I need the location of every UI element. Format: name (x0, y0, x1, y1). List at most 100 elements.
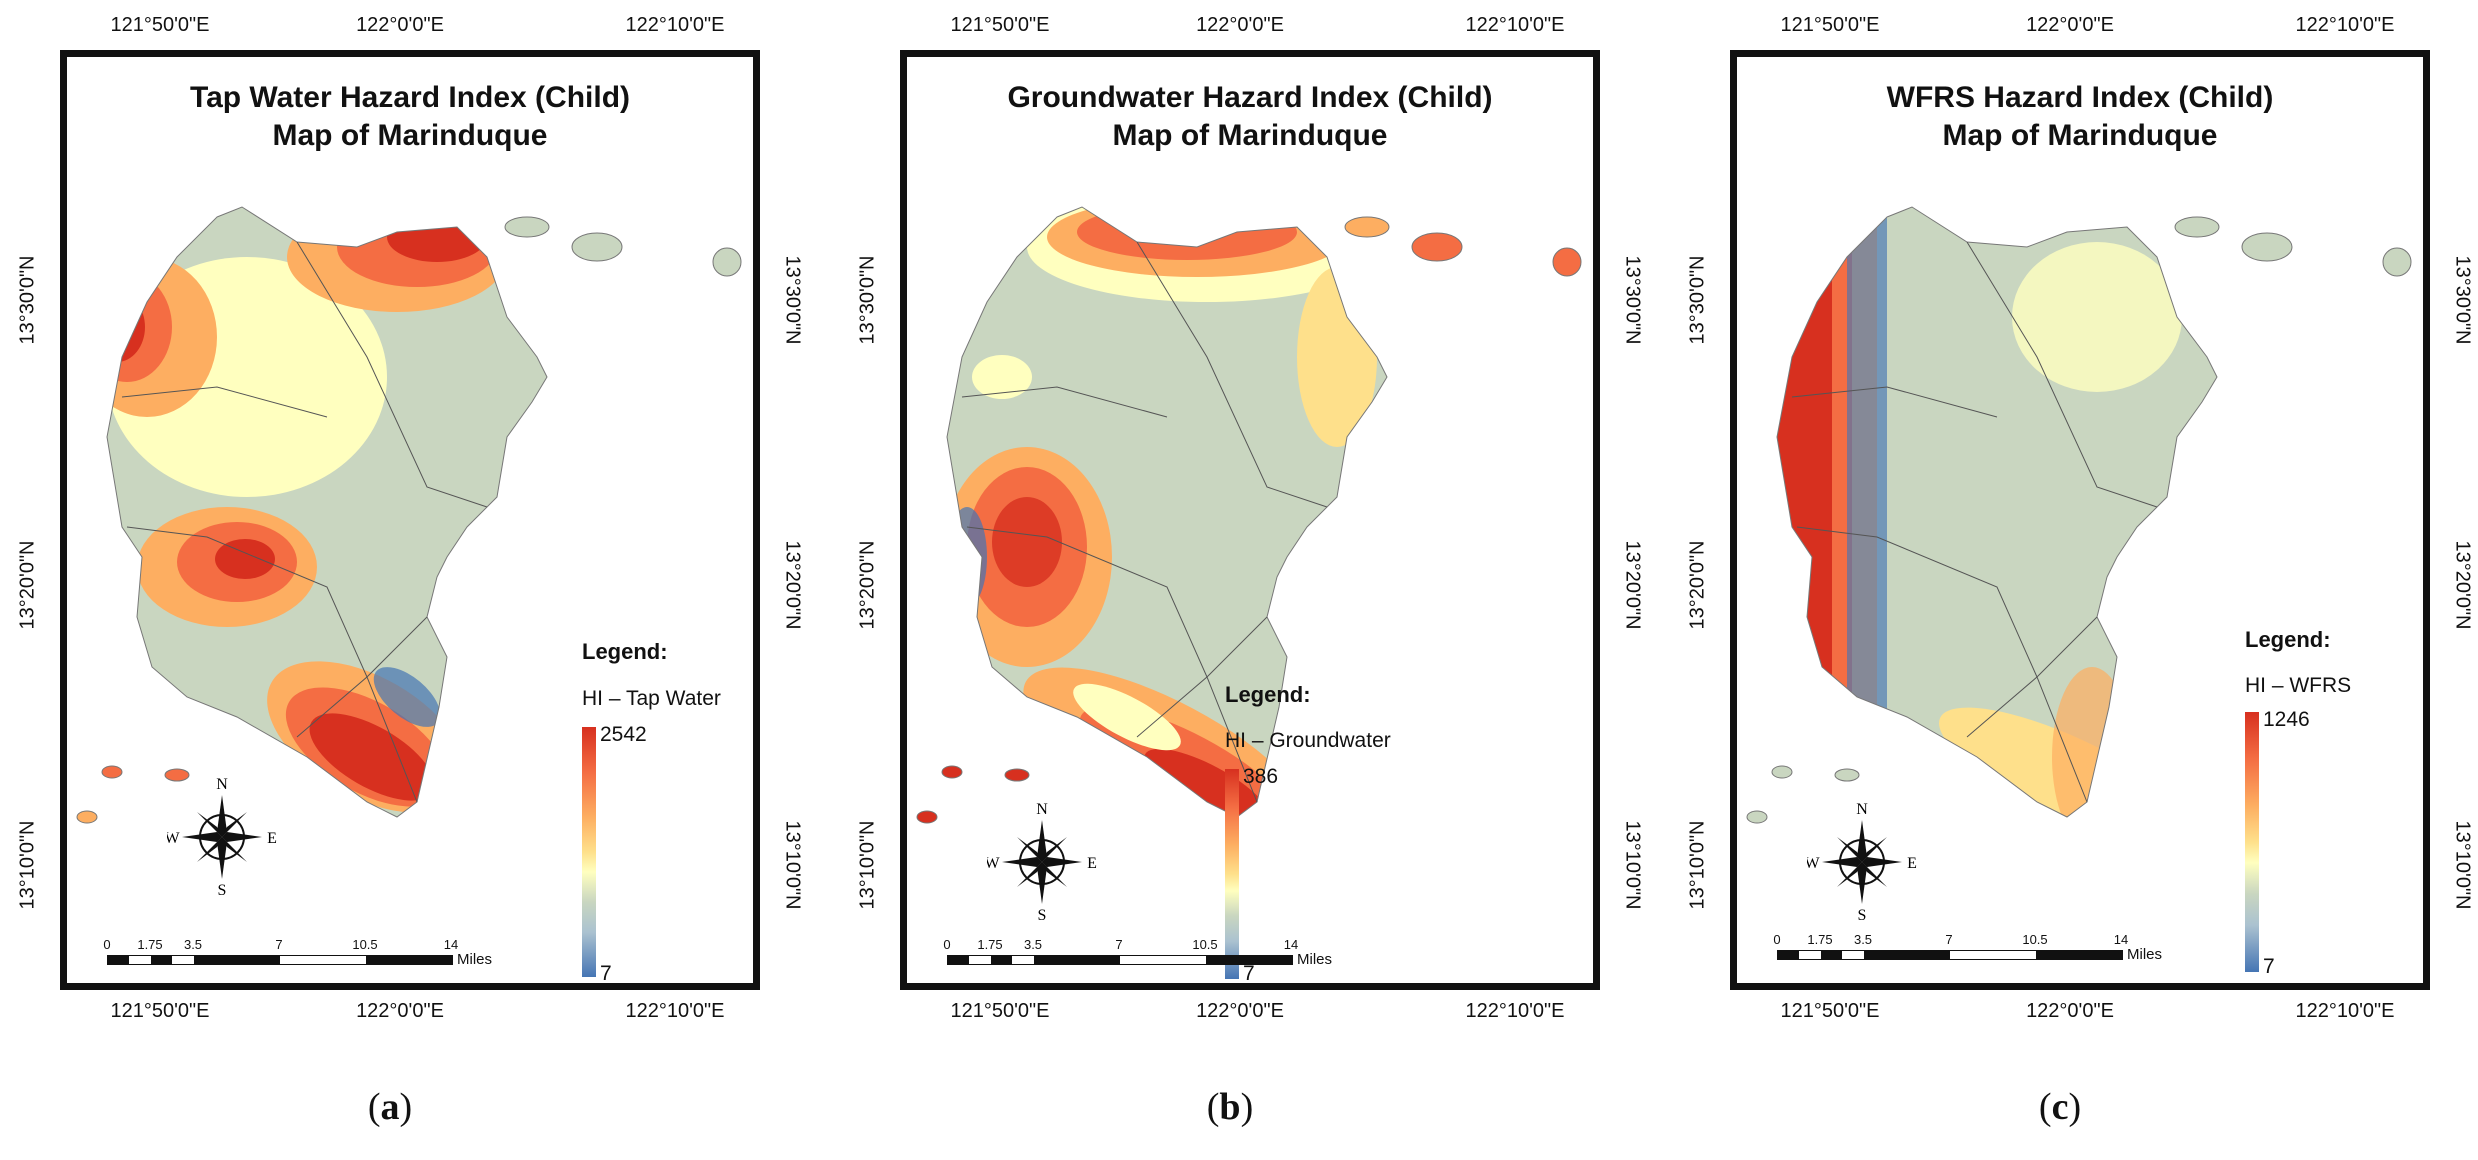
lon-label-center-bottom: 122°0'0"E (356, 1000, 444, 1022)
lon-label-center-bottom: 122°0'0"E (2026, 1000, 2114, 1022)
legend-label: HI – Groundwater (1225, 729, 1391, 752)
lon-label-right: 122°10'0"E (2295, 14, 2395, 36)
lat-label-middle: 13°20'0"N (856, 540, 879, 630)
scale-tick: 7 (275, 937, 283, 952)
lat-label-lower: 13°10'0"N (16, 820, 39, 910)
lon-label-left-bottom: 121°50'0"E (1780, 1000, 1880, 1022)
scale-tick: 3.5 (183, 937, 203, 952)
lon-label-center: 122°0'0"E (2026, 14, 2114, 36)
scale-tick: 1.75 (977, 937, 1003, 952)
legend-title: Legend: (1225, 682, 1311, 707)
lon-label-right-bottom: 122°10'0"E (2295, 1000, 2395, 1022)
panel-caption: (a) (367, 1086, 413, 1128)
scale-tick: 0 (1773, 932, 1781, 947)
lat-label-middle-right: 13°20'0"N (2451, 540, 2474, 630)
map-title-line2: Map of Marinduque (1112, 119, 1388, 152)
scale-tick: 14 (443, 937, 459, 952)
map-panel-a: 121°50'0"E 122°0'0"E 122°10'0"E 13°30'0"… (0, 0, 804, 1160)
lon-label-center: 122°0'0"E (1196, 14, 1284, 36)
lat-label-upper: 13°30'0"N (856, 255, 879, 345)
lat-label-lower-right: 13°10'0"N (1621, 820, 1644, 910)
legend-label: HI – WFRS (2245, 674, 2352, 697)
legend-color-ramp (2245, 712, 2259, 972)
compass-east: E (267, 830, 277, 847)
lat-label-middle: 13°20'0"N (1686, 540, 1709, 630)
scale-tick: 7 (1115, 937, 1123, 952)
compass-rose-icon: N S W E (1807, 802, 1917, 922)
scale-tick: 3.5 (1853, 932, 1873, 947)
lat-label-lower: 13°10'0"N (856, 820, 879, 910)
scale-tick: 10.5 (352, 937, 378, 952)
scale-tick: 0 (943, 937, 951, 952)
lat-label-upper-right: 13°30'0"N (781, 255, 804, 345)
lon-label-right-bottom: 122°10'0"E (625, 1000, 725, 1022)
map-title: Groundwater Hazard Index (Child) Map of … (907, 79, 1593, 155)
legend-max-value: 386 (1243, 765, 1279, 788)
legend-title: Legend: (582, 639, 668, 664)
legend-min-value: 7 (1243, 962, 1255, 985)
lat-label-lower: 13°10'0"N (1686, 820, 1709, 910)
lon-label-right-bottom: 122°10'0"E (1465, 1000, 1565, 1022)
scale-tick: 10.5 (1192, 937, 1218, 952)
lat-label-upper: 13°30'0"N (16, 255, 39, 345)
compass-south: S (1038, 907, 1047, 922)
map-panel-c: 121°50'0"E 122°0'0"E 122°10'0"E 13°30'0"… (1670, 0, 2474, 1160)
lon-label-right: 122°10'0"E (1465, 14, 1565, 36)
scale-tick: 3.5 (1023, 937, 1043, 952)
lon-label-left: 121°50'0"E (110, 14, 210, 36)
scale-units: Miles (1297, 951, 1333, 968)
scale-tick: 1.75 (137, 937, 163, 952)
scale-labels: 0 1.75 3.5 7 10.5 14 (1773, 932, 2137, 948)
scale-bar (947, 955, 1293, 965)
compass-north: N (216, 777, 228, 793)
scale-tick: 14 (1283, 937, 1299, 952)
legend-min-value: 7 (600, 962, 612, 985)
marinduque-map (916, 206, 1582, 824)
map-title-line2: Map of Marinduque (1942, 119, 2218, 152)
lat-label-lower-right: 13°10'0"N (2451, 820, 2474, 910)
lat-label-upper-right: 13°30'0"N (2451, 255, 2474, 345)
compass-north: N (1036, 802, 1048, 818)
scale-tick: 10.5 (2022, 932, 2048, 947)
legend-title: Legend: (2245, 627, 2331, 652)
map-frame: WFRS Hazard Index (Child) Map of Marindu… (1730, 50, 2430, 990)
compass-east: E (1907, 855, 1917, 872)
lat-label-lower-right: 13°10'0"N (781, 820, 804, 910)
legend-max-value: 2542 (600, 723, 647, 746)
compass-south: S (1858, 907, 1867, 922)
scale-bar (107, 955, 453, 965)
map-title-line1: Tap Water Hazard Index (Child) (189, 81, 631, 114)
map-panel-b: 121°50'0"E 122°0'0"E 122°10'0"E 13°30'0"… (840, 0, 1644, 1160)
legend-max-value: 1246 (2263, 708, 2310, 731)
scale-tick: 1.75 (1807, 932, 1833, 947)
lat-label-upper-right: 13°30'0"N (1621, 255, 1644, 345)
scale-units: Miles (2127, 946, 2163, 963)
map-title-line1: WFRS Hazard Index (Child) (1886, 81, 2274, 114)
map-frame: Groundwater Hazard Index (Child) Map of … (900, 50, 1600, 990)
legend-color-ramp (582, 727, 596, 977)
lat-label-upper: 13°30'0"N (1686, 255, 1709, 345)
compass-west: W (167, 830, 180, 847)
compass-west: W (1807, 855, 1820, 872)
scale-units: Miles (457, 951, 493, 968)
map-frame: Tap Water Hazard Index (Child) Map of Ma… (60, 50, 760, 990)
panel-caption: (c) (2038, 1086, 2082, 1128)
lon-label-center-bottom: 122°0'0"E (1196, 1000, 1284, 1022)
compass-rose-icon: N S W E (167, 777, 277, 897)
compass-north: N (1856, 802, 1868, 818)
lon-label-left: 121°50'0"E (950, 14, 1050, 36)
lat-label-middle-right: 13°20'0"N (781, 540, 804, 630)
map-title-line2: Map of Marinduque (272, 119, 548, 152)
scale-tick: 0 (103, 937, 111, 952)
lon-label-left: 121°50'0"E (1780, 14, 1880, 36)
map-title: WFRS Hazard Index (Child) Map of Marindu… (1737, 79, 2423, 155)
scale-tick: 7 (1945, 932, 1953, 947)
lat-label-middle: 13°20'0"N (16, 540, 39, 630)
scale-labels: 0 1.75 3.5 7 10.5 14 (943, 937, 1307, 953)
marinduque-map (1746, 206, 2412, 824)
marinduque-map (76, 206, 742, 824)
legend-label: HI – Tap Water (582, 687, 721, 710)
panel-caption: (b) (1206, 1086, 1254, 1128)
legend-color-ramp (1225, 769, 1239, 979)
map-title-line1: Groundwater Hazard Index (Child) (1007, 81, 1493, 114)
